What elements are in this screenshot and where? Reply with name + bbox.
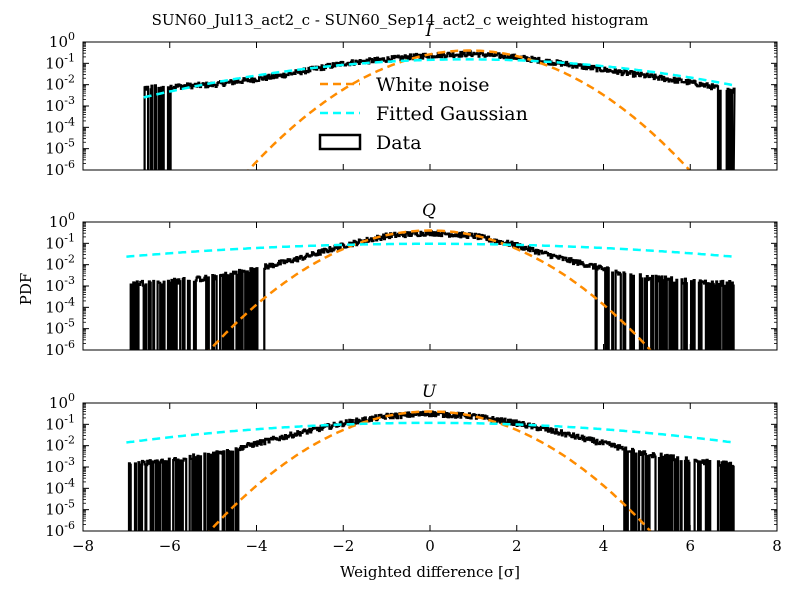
panel-title: I (425, 21, 433, 41)
x-tick-label: 0 (425, 537, 435, 555)
x-tick-label: 4 (599, 537, 609, 555)
series-data (127, 410, 735, 531)
y-tick-label: 10-3 (45, 455, 75, 476)
series-white-noise (208, 410, 652, 531)
series-fitted-gaussian (126, 242, 734, 258)
y-tick-label: 10-4 (45, 295, 75, 316)
y-tick-label: 10-6 (45, 158, 75, 179)
series-white-noise (208, 229, 652, 350)
y-tick-label: 10-2 (45, 73, 75, 94)
y-tick-label: 10-6 (45, 338, 75, 359)
y-tick-label: 10-3 (45, 94, 75, 115)
y-tick-label: 10-3 (45, 274, 75, 295)
series-fitted-gaussian (143, 58, 734, 99)
y-tick-label: 100 (49, 210, 75, 231)
y-tick-label: 10-4 (45, 476, 75, 497)
legend-item: Data (318, 132, 422, 154)
panel-title: Q (422, 201, 436, 221)
y-tick-label: 10-6 (45, 519, 75, 540)
plot-area (143, 49, 736, 170)
legend-swatch (318, 133, 362, 151)
y-tick-label: 10-4 (45, 115, 75, 136)
legend-item: White noise (320, 74, 490, 96)
y-tick-label: 10-1 (45, 412, 75, 433)
y-tick-label: 10-5 (45, 498, 75, 519)
y-tick-label: 10-2 (45, 253, 75, 274)
y-tick-label: 100 (49, 30, 75, 51)
plot-area (126, 229, 735, 350)
x-tick-label: 6 (685, 537, 695, 555)
x-tick-label: −6 (159, 537, 181, 555)
y-axis-label: PDF (17, 273, 35, 306)
x-tick-label: 8 (772, 537, 782, 555)
legend-item: Fitted Gaussian (320, 103, 528, 125)
series-fitted-gaussian (126, 421, 734, 444)
legend-label: Fitted Gaussian (376, 103, 528, 125)
x-tick-label: −8 (72, 537, 94, 555)
y-tick-label: 10-1 (45, 231, 75, 252)
legend-label: White noise (376, 74, 490, 96)
x-tick-label: −4 (245, 537, 267, 555)
figure-title: SUN60_Jul13_act2_c - SUN60_Sep14_act2_c … (152, 11, 649, 29)
y-tick-label: 10-2 (45, 434, 75, 455)
x-axis-label: Weighted difference [σ] (340, 563, 520, 581)
legend: White noise Fitted Gaussian Data (318, 74, 528, 154)
y-tick-label: 100 (49, 391, 75, 412)
series-white-noise (247, 49, 691, 170)
plot-area (126, 410, 735, 531)
y-tick-label: 10-5 (45, 137, 75, 158)
series-data (143, 50, 736, 170)
y-tick-label: 10-5 (45, 317, 75, 338)
x-tick-label: −2 (332, 537, 354, 555)
y-tick-label: 10-1 (45, 51, 75, 72)
x-tick-label: 2 (512, 537, 522, 555)
panel-title: U (422, 382, 437, 402)
legend-label: Data (376, 132, 422, 154)
